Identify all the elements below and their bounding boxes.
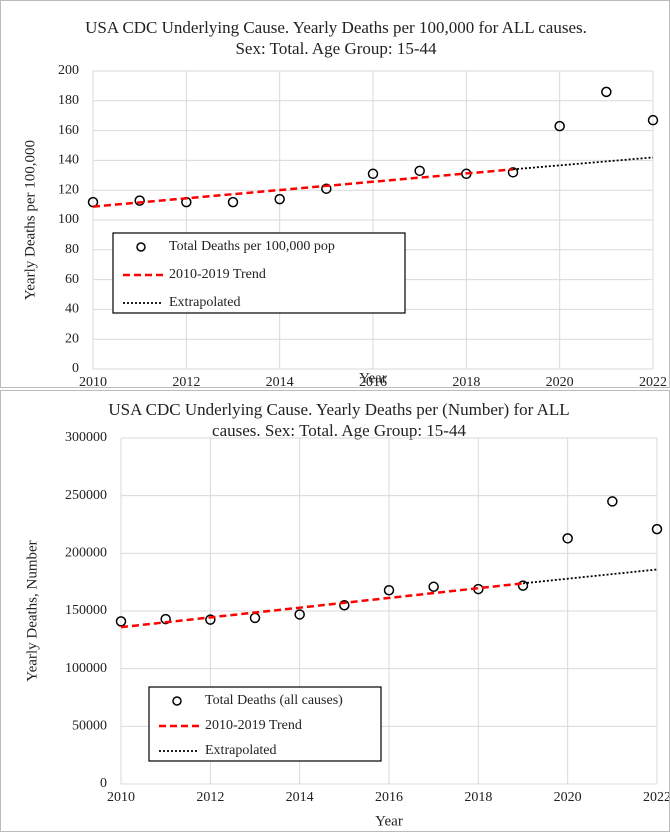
data-point [383,584,395,596]
x-tick-label: 2020 [546,375,574,387]
data-point [414,165,425,177]
x-tick-label: 2020 [554,790,582,805]
x-axis-label: Year [359,370,387,386]
y-tick-label: 0 [100,776,107,791]
legend-box [148,686,382,762]
legend-marker [136,242,146,252]
chart-title: USA CDC Underlying Cause. Yearly Deaths … [85,18,587,58]
y-tick-label: 80 [65,242,79,257]
data-point [205,614,216,625]
legend-label: Total Deaths per 100,000 pop [169,239,335,254]
y-tick-label: 100000 [65,661,107,676]
y-tick-label: 150000 [65,603,107,618]
legend-label: Total Deaths (all causes) [205,693,343,708]
y-axis-label: Yearly Deaths per 100,000 [22,140,38,300]
x-tick-label: 2014 [286,790,314,805]
y-tick-label: 140 [58,153,79,168]
data-point [274,193,285,205]
legend-box [112,232,406,314]
y-tick-label: 50000 [72,719,107,734]
x-tick-label: 2022 [643,790,669,805]
trend-line [92,168,514,208]
data-point [507,167,519,178]
chart: 0 20 40 60 80 100 120 140 160 180 200 2010 2012 2014 2… [22,63,667,387]
y-tick-label: 200000 [65,546,107,561]
chart-panel: USA CDC Underlying Cause. Yearly Deaths … [0,0,670,388]
y-tick-label: 200 [58,63,79,78]
x-tick-label: 2012 [196,790,224,805]
legend-label: 2010-2019 Trend [169,267,266,282]
x-tick-label: 2016 [359,375,387,387]
data-point [367,168,379,180]
data-point [562,533,573,544]
x-tick-label: 2018 [464,790,492,805]
y-tick-label: 250000 [65,488,107,503]
data-point [115,616,127,627]
data-point [87,196,99,208]
data-point [554,120,565,132]
y-tick-label: 40 [65,302,79,317]
x-tick-label: 2018 [452,375,480,387]
legend-label: 2010-2019 Trend [205,718,302,733]
x-tick-label: 2012 [172,375,200,387]
data-point [160,613,171,625]
x-tick-label: 2010 [79,375,107,387]
y-tick-label: 180 [58,93,79,108]
y-tick-label: 0 [72,361,79,376]
x-tick-label: 2014 [266,375,294,387]
legend-marker [172,696,182,706]
y-tick-label: 100 [58,212,79,227]
data-point [517,580,529,591]
data-point [294,609,305,620]
y-tick-label: 60 [65,272,79,287]
data-point [339,599,350,611]
data-point [249,612,261,624]
data-point [321,183,332,194]
y-tick-label: 160 [58,123,79,138]
y-tick-label: 20 [65,331,79,346]
data-point [601,86,612,98]
data-point [607,496,618,507]
y-tick-label: 120 [58,182,79,197]
chart-panel: USA CDC Underlying Cause. Yearly Deaths … [0,390,670,832]
legend-label: Extrapolated [205,743,277,758]
y-axis-label: Yearly Deaths, Number [24,540,40,681]
y-tick-label: 300000 [65,430,107,445]
legend-label: Extrapolated [169,295,241,310]
x-tick-label: 2022 [639,375,667,387]
x-tick-label: 2010 [107,790,135,805]
data-point [651,523,663,535]
x-tick-label: 2016 [375,790,403,805]
trend-line [522,568,658,585]
trend-line [120,582,524,629]
data-point [647,114,659,126]
data-point [134,195,145,206]
chart: 0 50000 100000 150000 200000 250000 300000 2010… [24,430,669,829]
data-point [227,196,239,208]
data-point [428,581,439,593]
chart-title: USA CDC Underlying Cause. Yearly Deaths … [108,400,570,440]
x-axis-label: Year [375,813,403,829]
trend-line [512,156,654,171]
